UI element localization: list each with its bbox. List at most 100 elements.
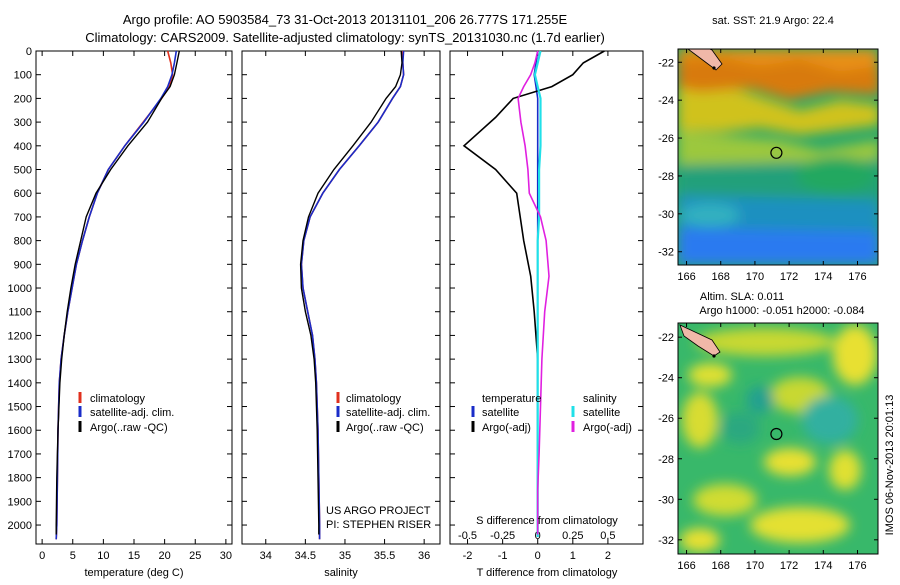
map-y-tick-label: -32 [658,535,674,547]
y-tick-label: 1300 [8,354,32,366]
x-tick-label: 0 [39,550,45,562]
sst-map-axes: 166 168 170 172 174 176 -22 -24 -26 -28 -30 -32 [658,49,878,283]
x-tick-label: 15 [128,550,140,562]
sst-map [678,49,878,265]
difference-plot: -2 -1 0 1 2-0.5 -0.25 0 0.25 0.5 [450,50,643,562]
legend-label-satellite: satellite-adj. clim. [346,407,430,419]
y-tick-label: 1000 [8,283,32,295]
y-tick-label: 1200 [8,330,32,342]
difference-legend: temperature satellite Argo(-adj) salinit… [471,393,632,434]
x-tick-label: 20 [159,550,171,562]
x-tick-label: 30 [220,550,232,562]
map-x-tick-label: 176 [848,560,866,572]
y-tick-label: 900 [14,259,32,271]
sla-map-frame [677,322,879,555]
salinity-panel-frame [241,50,441,545]
map-x-tick-label: 172 [780,560,798,572]
y-tick-label: 1900 [8,496,32,508]
legend-label-t-satellite: satellite [482,407,519,419]
s-difference-axis-label: S difference from climatology [476,515,618,527]
map-y-tick-label: -22 [658,57,674,69]
header-line-2: Climatology: CARS2009. Satellite-adjuste… [85,30,605,45]
t-tick-label: -2 [463,550,473,562]
s-tick-label: 0.5 [600,530,615,542]
legend-label-t-argo: Argo(-adj) [482,422,531,434]
y-tick-label: 0 [26,46,32,58]
salinity-plot: 34 34.5 35 35.5 36 [242,50,440,562]
sla-map [678,323,878,554]
s-tick-label: -0.5 [458,530,477,542]
map-y-tick-label: -32 [658,247,674,259]
sla-map-axes: 166 168 170 172 174 176 -22 -24 -26 -28 -30 -32 [658,323,878,572]
map-y-tick-label: -28 [658,171,674,183]
sla-argo-marker [770,427,783,441]
map-x-tick-label: 168 [712,560,730,572]
y-tick-label: 1100 [8,307,32,319]
s-tick-label: -0.25 [490,530,515,542]
salinity-axis-label: salinity [324,567,358,579]
y-tick-label: 600 [14,188,32,200]
header-line-1: Argo profile: AO 5903584_73 31-Oct-2013 … [123,12,568,27]
t-tick-label: -1 [498,550,508,562]
x-tick-label: 34.5 [295,550,316,562]
map-y-tick-label: -26 [658,413,674,425]
x-tick-label: 10 [97,550,109,562]
legend-label-s-satellite: satellite [583,407,620,419]
x-tick-label: 36 [418,550,430,562]
series-line-argo [55,50,180,535]
x-tick-label: 34 [260,550,272,562]
map-x-tick-label: 176 [848,271,866,283]
sla-map-title: Altim. SLA: 0.011 [700,291,784,303]
series-line-magenta [517,50,550,535]
sla-map-subtitle: Argo h1000: -0.051 h2000: -0.084 [699,305,864,317]
t-tick-label: 2 [605,550,611,562]
map-x-tick-label: 170 [746,271,764,283]
legend-label-climatology: climatology [346,393,402,405]
y-tick-label: 2000 [8,520,32,532]
map-y-tick-label: -30 [658,494,674,506]
temperature-plot: 0 5 10 15 20 25 300100200300400500600700800900… [8,46,232,562]
temperature-panel-frame [35,50,233,545]
timestamp-stamp: IMOS 06-Nov-2013 20:01:13 [884,395,896,536]
s-tick-label: 0.25 [562,530,583,542]
map-x-tick-label: 166 [677,560,695,572]
project-name: US ARGO PROJECT [326,505,431,517]
x-tick-label: 5 [70,550,76,562]
y-tick-label: 1800 [8,473,32,485]
map-y-tick-label: -30 [658,209,674,221]
project-pi: PI: STEPHEN RISER [326,519,431,531]
y-tick-label: 200 [14,93,32,105]
sst-map-frame [677,48,879,266]
map-y-tick-label: -28 [658,454,674,466]
legend-label-argo: Argo(..raw -QC) [90,422,168,434]
y-tick-label: 700 [14,212,32,224]
y-tick-label: 300 [14,117,32,129]
legend-label-satellite: satellite-adj. clim. [90,407,174,419]
y-tick-label: 1500 [8,402,32,414]
legend-label-argo: Argo(..raw -QC) [346,422,424,434]
map-y-tick-label: -24 [658,373,674,385]
sst-argo-marker [770,146,783,159]
t-tick-label: 0 [535,550,541,562]
temperature-axis-label: temperature (deg C) [84,567,183,579]
y-tick-label: 800 [14,236,32,248]
legend-label-climatology: climatology [90,393,146,405]
map-y-tick-label: -26 [658,133,674,145]
map-x-tick-label: 174 [814,271,832,283]
t-difference-axis-label: T difference from climatology [477,567,618,579]
y-tick-label: 1600 [8,425,32,437]
y-tick-label: 100 [14,70,32,82]
series-line-sat [300,50,405,540]
map-x-tick-label: 168 [712,271,730,283]
sst-map-title: sat. SST: 21.9 Argo: 22.4 [712,15,834,27]
map-x-tick-label: 170 [746,560,764,572]
y-tick-label: 500 [14,165,32,177]
x-tick-label: 35 [339,550,351,562]
legend-header-temperature: temperature [482,393,541,405]
y-tick-label: 400 [14,141,32,153]
temperature-legend: climatology satellite-adj. clim. Argo(..… [78,392,174,434]
legend-label-s-argo: Argo(-adj) [583,422,632,434]
series-line-argo [299,50,403,535]
map-x-tick-label: 172 [780,271,798,283]
